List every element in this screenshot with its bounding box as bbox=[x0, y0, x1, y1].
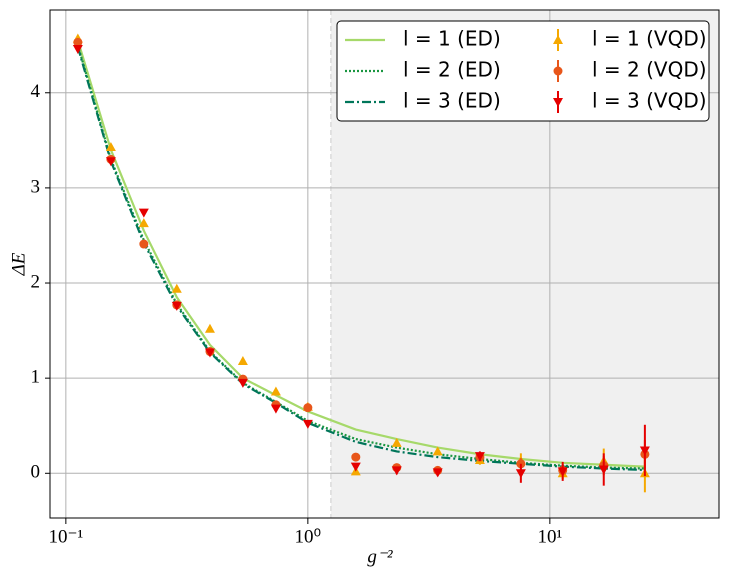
marker bbox=[351, 452, 361, 462]
legend-label: l = 2 (VQD) bbox=[592, 58, 707, 82]
marker bbox=[515, 469, 526, 479]
marker bbox=[557, 467, 568, 477]
x-axis-label: g⁻² bbox=[367, 546, 393, 567]
marker bbox=[350, 462, 361, 472]
x-tick-label: 10¹ bbox=[537, 526, 562, 547]
marker bbox=[237, 378, 248, 388]
marker bbox=[391, 466, 402, 476]
y-tick-label: 2 bbox=[31, 271, 41, 292]
marker bbox=[139, 239, 149, 249]
marker bbox=[302, 419, 313, 429]
legend-marker bbox=[553, 98, 563, 107]
marker bbox=[73, 37, 83, 47]
legend-label: l = 1 (ED) bbox=[403, 27, 501, 51]
y-tick-label: 1 bbox=[31, 367, 41, 388]
legend-label: l = 3 (ED) bbox=[403, 89, 501, 113]
marker bbox=[105, 157, 116, 167]
marker bbox=[171, 301, 182, 311]
marker bbox=[171, 283, 182, 293]
marker bbox=[204, 348, 215, 358]
legend-box bbox=[336, 20, 710, 122]
marker bbox=[270, 404, 281, 414]
y-tick-label: 0 bbox=[31, 462, 41, 483]
marker bbox=[72, 45, 83, 55]
x-tick-label: 10⁰ bbox=[295, 526, 322, 547]
legend-label: l = 3 (VQD) bbox=[592, 89, 707, 113]
marker bbox=[598, 465, 609, 475]
marker bbox=[204, 323, 215, 333]
marker bbox=[474, 452, 485, 462]
marker bbox=[270, 386, 281, 396]
plot-frame bbox=[49, 9, 720, 519]
marker bbox=[105, 141, 116, 151]
legend-marker bbox=[553, 35, 563, 44]
ed-line bbox=[76, 40, 645, 468]
marker bbox=[138, 208, 149, 218]
x-tick-label: 10⁻¹ bbox=[48, 526, 83, 547]
legend-label: l = 2 (ED) bbox=[403, 58, 501, 82]
ed-line bbox=[76, 46, 645, 472]
y-axis-label: ΔE bbox=[8, 252, 29, 276]
legend-label: l = 1 (VQD) bbox=[592, 27, 707, 51]
marker bbox=[303, 403, 313, 413]
marker bbox=[432, 468, 443, 478]
marker bbox=[237, 356, 248, 366]
legend-marker bbox=[553, 66, 563, 76]
marker bbox=[138, 218, 149, 228]
y-tick-label: 4 bbox=[31, 81, 41, 102]
marker bbox=[432, 446, 443, 456]
marker bbox=[391, 437, 402, 447]
y-tick-label: 3 bbox=[31, 176, 41, 197]
marker bbox=[639, 446, 650, 456]
